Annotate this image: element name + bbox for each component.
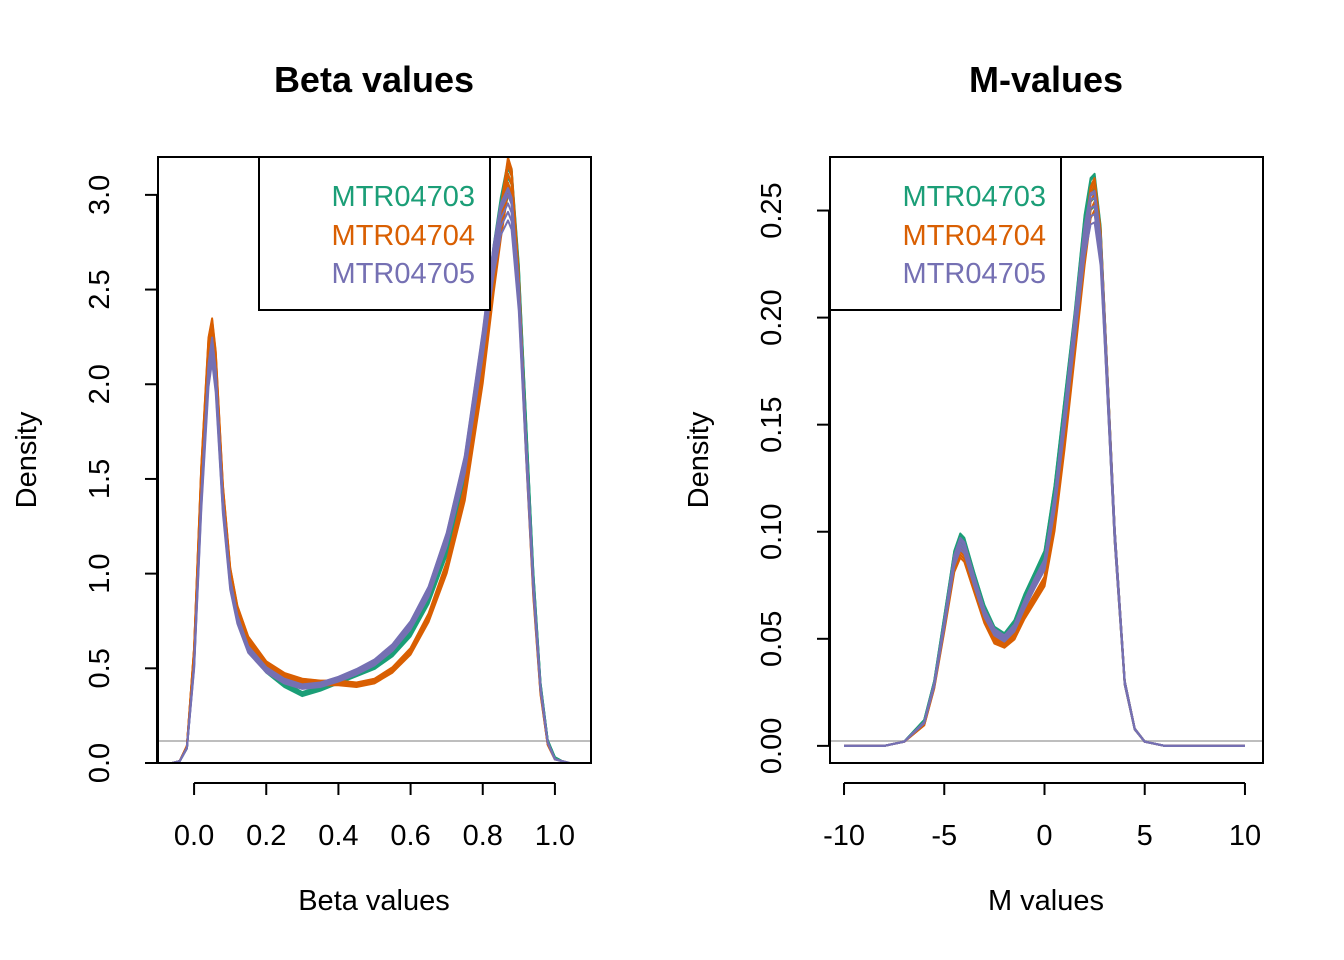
m-legend-box <box>829 156 1062 311</box>
beta-y-tick-label: 2.5 <box>84 269 116 309</box>
beta-ylabel: Density <box>11 411 43 508</box>
m-x-tick-label: 0 <box>1036 820 1052 852</box>
m-legend-entry: MTR04705 <box>903 258 1046 290</box>
m-legend: MTR04703 MTR04704 MTR04705 <box>829 156 1062 311</box>
m-x-tick-label: 10 <box>1229 820 1261 852</box>
m-x-tick-label: -10 <box>823 820 865 852</box>
m-y-tick-label: 0.25 <box>756 182 788 238</box>
beta-y-tick-label: 2.0 <box>84 364 116 404</box>
beta-legend-box <box>258 156 491 311</box>
beta-x-tick-label: 0.8 <box>463 820 503 852</box>
m-x-tick-label: 5 <box>1137 820 1153 852</box>
beta-panel: Beta values Beta values Density 0.0 0.2 0.… <box>11 59 592 917</box>
m-panel: M-values M values Density -10 -5 0 5 10 0.00… <box>683 59 1264 917</box>
m-y-tick-label: 0.10 <box>756 504 788 560</box>
beta-y-tick-label: 1.5 <box>84 459 116 499</box>
beta-x-tick-label: 1.0 <box>535 820 575 852</box>
m-y-axis: 0.00 0.05 0.10 0.15 0.20 0.25 <box>756 182 830 774</box>
m-y-tick-label: 0.15 <box>756 396 788 452</box>
beta-xlabel: Beta values <box>298 885 450 917</box>
m-y-tick-label: 0.00 <box>756 718 788 774</box>
m-title: M-values <box>969 59 1123 100</box>
beta-curves <box>172 156 577 764</box>
m-curves <box>844 172 1245 747</box>
beta-title: Beta values <box>274 59 474 100</box>
beta-legend: MTR04703 MTR04704 MTR04705 <box>258 156 491 311</box>
beta-y-tick-label: 0.0 <box>84 743 116 783</box>
beta-x-tick-label: 0.2 <box>246 820 286 852</box>
beta-y-tick-label: 0.5 <box>84 648 116 688</box>
beta-legend-entry: MTR04703 <box>332 181 475 213</box>
m-y-tick-label: 0.20 <box>756 289 788 345</box>
m-xlabel: M values <box>988 885 1104 917</box>
beta-x-tick-label: 0.6 <box>390 820 430 852</box>
beta-y-tick-label: 1.0 <box>84 553 116 593</box>
m-x-tick-label: -5 <box>931 820 957 852</box>
m-y-tick-label: 0.05 <box>756 611 788 667</box>
m-legend-entry: MTR04704 <box>903 220 1046 252</box>
m-x-axis: -10 -5 0 5 10 <box>823 782 1261 852</box>
beta-series-line-mtr04705 <box>172 189 577 764</box>
m-legend-entry: MTR04703 <box>903 181 1046 213</box>
beta-y-axis: 0.0 0.5 1.0 1.5 2.0 2.5 3.0 <box>84 175 158 783</box>
beta-legend-entry: MTR04704 <box>332 220 475 252</box>
m-series-line-mtr04705 <box>844 192 1245 747</box>
beta-legend-entry: MTR04705 <box>332 258 475 290</box>
beta-y-tick-label: 3.0 <box>84 175 116 215</box>
m-ylabel: Density <box>683 411 715 508</box>
beta-x-axis: 0.0 0.2 0.4 0.6 0.8 1.0 <box>174 782 575 852</box>
beta-x-tick-label: 0.4 <box>318 820 358 852</box>
beta-x-tick-label: 0.0 <box>174 820 214 852</box>
